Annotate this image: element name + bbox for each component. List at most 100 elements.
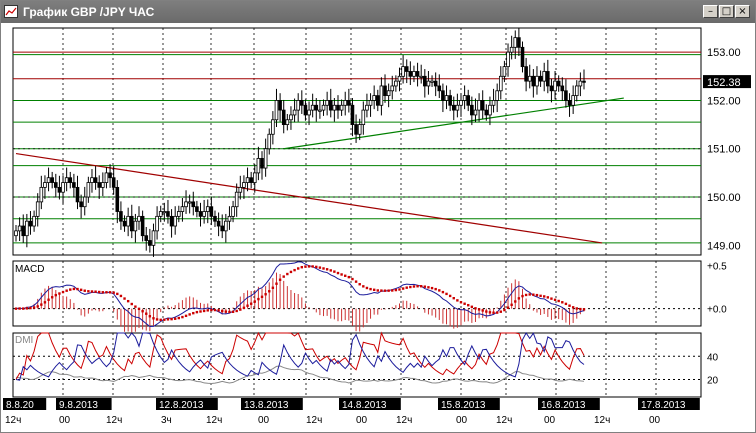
candle-body	[227, 215, 232, 222]
macd-signal-point	[304, 265, 307, 268]
candle-body	[455, 104, 460, 111]
dmi-label: DMI	[15, 335, 33, 346]
hour-label: 12ч	[106, 415, 122, 426]
candle-body	[332, 104, 337, 111]
macd-signal-point	[163, 318, 166, 321]
candle-body	[86, 182, 91, 198]
macd-signal-point	[257, 297, 260, 301]
candle-body	[423, 75, 427, 87]
title-bar[interactable]: График GBP /JPY ЧАС – □ ×	[1, 1, 755, 23]
candle-body	[90, 177, 94, 183]
macd-signal-point	[495, 311, 499, 314]
candle-body	[249, 177, 253, 183]
macd-signal-point	[242, 306, 246, 310]
candle-body	[57, 186, 62, 193]
date-tag-label: 9.8.2013	[59, 400, 98, 411]
candle-body	[321, 104, 326, 111]
macd-signal-point	[488, 311, 492, 314]
candle-body	[148, 240, 152, 246]
macd-signal-point	[58, 292, 61, 295]
date-tag-label: 17.8.2013	[641, 400, 686, 411]
candle-body	[343, 100, 348, 106]
price-tick-label: 149.00	[707, 240, 741, 252]
candle-body	[517, 37, 521, 48]
candle-body	[252, 172, 257, 183]
price-panel: 153.00 152.00 151.00 150.00 149.00 152.38	[12, 27, 751, 257]
macd-signal-point	[517, 297, 521, 300]
macd-signal-point	[315, 265, 318, 269]
macd-signal-point	[83, 289, 86, 292]
macd-signal-point	[286, 272, 289, 276]
macd-signal-point	[351, 277, 354, 281]
macd-signal-point	[260, 295, 264, 299]
candle-body	[68, 177, 73, 183]
candle-body	[372, 95, 376, 101]
candle-body	[97, 182, 102, 188]
price-tick-label: 153.00	[707, 47, 741, 59]
candle-body	[267, 133, 272, 150]
macd-signal-point	[524, 293, 528, 297]
candle-body	[375, 95, 380, 106]
candle-body	[477, 100, 481, 111]
macd-signal-point	[278, 278, 282, 281]
macd-signal-point	[441, 290, 445, 294]
macd-signal-point	[419, 285, 423, 288]
macd-signal-point	[206, 309, 209, 312]
minimize-button[interactable]: –	[703, 5, 718, 18]
price-tick-label: 151.00	[707, 144, 741, 156]
macd-signal-point	[568, 304, 571, 307]
candle-body	[21, 225, 26, 237]
candle-body	[383, 85, 387, 97]
macd-signal-point	[43, 301, 47, 304]
macd-signal-point	[112, 291, 115, 294]
macd-signal-point	[358, 283, 361, 286]
macd-signal-point	[514, 300, 517, 303]
macd-signal-point	[553, 298, 557, 302]
hour-label: 00	[649, 415, 661, 426]
date-tag-bg	[241, 398, 303, 410]
candle-body	[115, 186, 120, 212]
date-tag-label: 16.8.2013	[541, 400, 586, 411]
hour-label: 12ч	[306, 415, 322, 426]
macd-signal-point	[456, 299, 459, 302]
macd-signal-point	[546, 296, 550, 299]
date-tag-label: 8.8.20	[6, 400, 34, 411]
macd-signal-point	[246, 304, 249, 307]
macd-signal-point	[427, 286, 430, 289]
chart-area[interactable]: 153.00 152.00 151.00 150.00 149.00 152.38 MAC…	[1, 23, 755, 432]
macd-signal-point	[535, 293, 539, 297]
candle-body	[430, 80, 434, 83]
close-button[interactable]: ×	[735, 5, 750, 18]
candle-body	[546, 71, 550, 87]
macd-signal-point	[18, 307, 21, 310]
macd-signal-point	[564, 302, 568, 306]
macd-signal-point	[119, 294, 123, 298]
macd-signal-point	[217, 309, 220, 312]
candle-body	[553, 80, 557, 92]
candle-body	[137, 215, 141, 222]
candle-body	[318, 109, 322, 112]
macd-signal-point	[470, 305, 474, 308]
hour-label: 00	[59, 415, 71, 426]
macd-signal-point	[289, 270, 293, 274]
macd-signal-point	[231, 310, 235, 313]
macd-signal-point	[438, 289, 441, 292]
current-price-tag	[703, 75, 751, 89]
candle-body	[502, 66, 507, 77]
candle-body	[394, 80, 398, 87]
candle-body	[582, 80, 586, 83]
dmi-panel: DMI 40 20	[12, 331, 719, 398]
date-tag-bg	[538, 398, 600, 410]
maximize-button[interactable]: □	[719, 5, 734, 18]
macd-signal-point	[340, 273, 343, 276]
macd-signal-point	[423, 285, 427, 288]
candle-body	[466, 95, 471, 106]
maximize-icon: □	[721, 6, 732, 17]
candle-body	[292, 109, 297, 116]
candle-body	[101, 182, 105, 188]
candle-body	[245, 177, 250, 183]
macd-signal-point	[300, 265, 304, 269]
macd-signal-point	[485, 310, 488, 313]
candle-body	[43, 182, 47, 188]
